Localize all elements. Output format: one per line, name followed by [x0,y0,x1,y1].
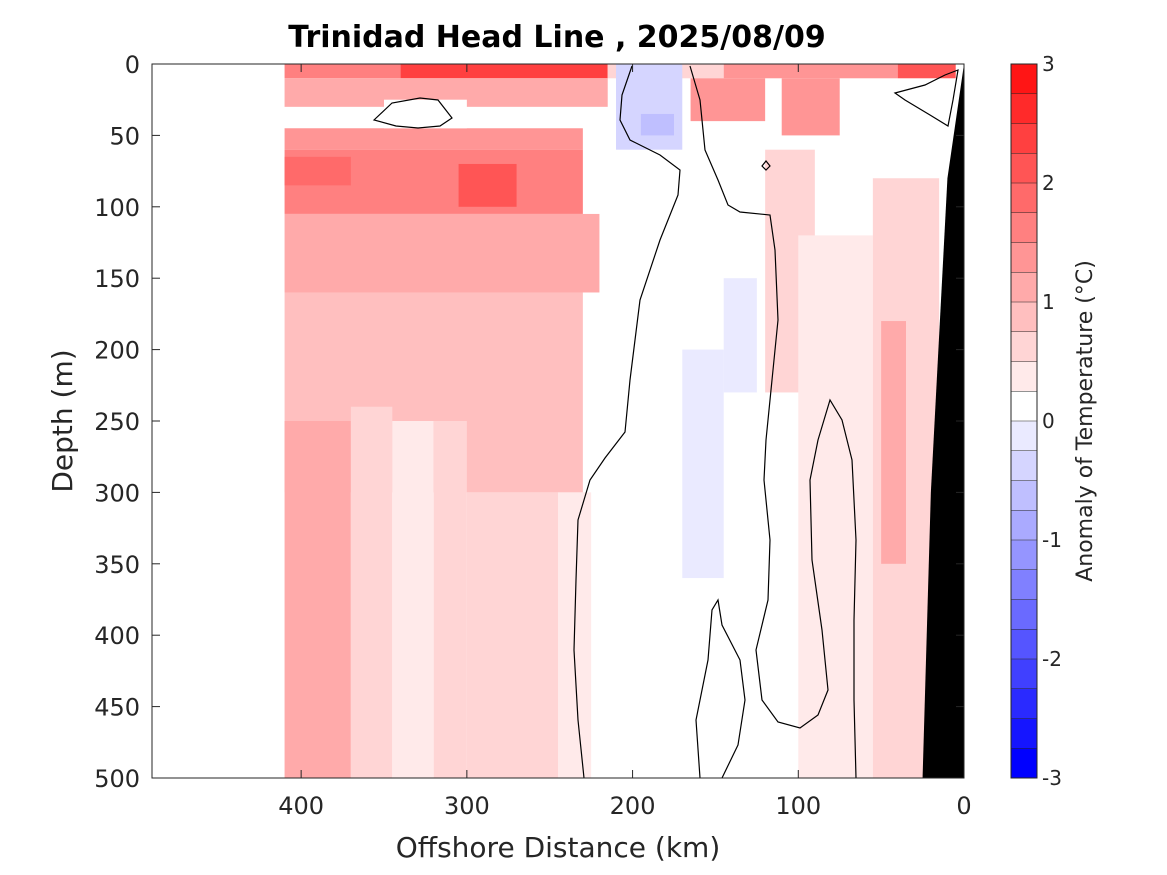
colorbar-band [1011,242,1037,273]
colorbar-band [1011,688,1037,719]
colorbar-frame [1010,63,1038,779]
colorbar-band [1011,748,1037,779]
colorbar-band [1011,569,1037,600]
x-axis-label: Offshore Distance (km) [396,831,721,864]
colorbar-tick-label: 0 [1042,409,1055,433]
y-tick-label: 400 [94,622,140,650]
colorbar-tick-label: 2 [1042,171,1055,195]
anomaly-cell [723,64,898,79]
x-tick-label: 200 [610,792,656,820]
anomaly-cell [284,128,583,150]
y-tick-label: 100 [94,194,140,222]
colorbar-band [1011,331,1037,362]
anomaly-cell [466,492,558,778]
colorbar-band [1011,391,1037,422]
colorbar-band [1011,629,1037,660]
y-tick-label: 500 [94,765,140,793]
colorbar-band [1011,93,1037,124]
anomaly-cell [284,213,600,293]
y-tick-label: 0 [125,51,140,79]
anomaly-cell [284,64,401,79]
chart-title: Trinidad Head Line , 2025/08/09 [288,20,825,55]
colorbar-band [1011,153,1037,184]
zero-contour-nearshore [893,69,959,127]
colorbar-band [1011,64,1037,95]
bathymetry-seafloor [922,64,964,778]
anomaly-cell [798,235,873,778]
y-tick-label: 50 [109,122,140,150]
zero-contour-inner [689,65,857,778]
anomaly-cell [284,421,351,778]
y-tick-label: 200 [94,337,140,365]
anomaly-cell [392,421,434,778]
anomaly-cell [284,156,351,186]
colorbar-band [1011,540,1037,571]
anomaly-field [284,64,956,778]
anomaly-cell [616,64,683,150]
anomaly-cell [690,78,766,122]
colorbar-band [1011,421,1037,452]
colorbar-band [1011,450,1037,481]
y-axis-label: Depth (m) [46,349,79,492]
anomaly-cell [640,113,674,136]
anomaly-cell [723,278,757,393]
colorbar-band [1011,212,1037,243]
colorbar-band [1011,183,1037,214]
anomaly-cell [682,349,724,579]
x-tick-label: 400 [278,792,324,820]
y-tick-label: 450 [94,694,140,722]
y-axis: 0 50 100 150 200 250 300 350 400 450 500 [94,51,964,793]
colorbar-band [1011,599,1037,630]
colorbar-tick-label: -3 [1042,766,1062,790]
colorbar-band [1011,123,1037,154]
y-tick-label: 150 [94,265,140,293]
y-tick-label: 300 [94,479,140,507]
anomaly-cell [433,421,467,778]
zero-contour-eddy [372,97,453,129]
colorbar-tick-label: -1 [1042,528,1062,552]
anomaly-cell [881,321,906,564]
colorbar-band [1011,510,1037,541]
zero-contour-small [761,160,771,171]
anomaly-cell [897,64,956,79]
anomaly-cell [384,99,467,129]
colorbar-band [1011,659,1037,690]
x-tick-label: 0 [956,792,971,820]
colorbar-band [1011,480,1037,511]
colorbar-band [1011,361,1037,392]
anomaly-cell [400,64,608,79]
anomaly-cell [350,406,393,778]
zero-contour-lines [372,65,959,778]
anomaly-cell [781,78,840,136]
colorbar-band [1011,718,1037,749]
colorbar-tick-label: 1 [1042,290,1055,314]
anomaly-cell [458,163,517,207]
y-tick-label: 350 [94,551,140,579]
x-axis: 400 300 200 100 0 [278,64,972,820]
x-tick-label: 300 [444,792,490,820]
colorbar-tick-label: -2 [1042,647,1062,671]
colorbar: 3 2 1 0 -1 -2 -3 [1011,52,1062,790]
x-tick-label: 100 [775,792,821,820]
colorbar-label: Anomaly of Temperature (°C) [1073,260,1098,582]
colorbar-tick-label: 3 [1042,52,1055,76]
colorbar-band [1011,272,1037,303]
colorbar-band [1011,302,1037,333]
zero-contour-core [695,598,746,778]
zero-contour-offshore [573,65,681,778]
y-tick-label: 250 [94,408,140,436]
